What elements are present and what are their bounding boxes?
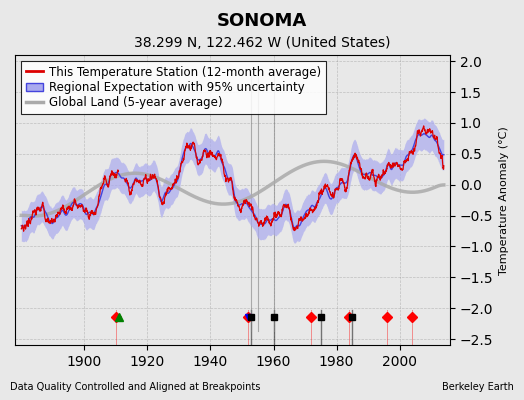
Legend: This Temperature Station (12-month average), Regional Expectation with 95% uncer: This Temperature Station (12-month avera… bbox=[21, 61, 326, 114]
Text: Data Quality Controlled and Aligned at Breakpoints: Data Quality Controlled and Aligned at B… bbox=[10, 382, 261, 392]
Text: Berkeley Earth: Berkeley Earth bbox=[442, 382, 514, 392]
Text: 38.299 N, 122.462 W (United States): 38.299 N, 122.462 W (United States) bbox=[134, 36, 390, 50]
Text: SONOMA: SONOMA bbox=[217, 12, 307, 30]
Y-axis label: Temperature Anomaly (°C): Temperature Anomaly (°C) bbox=[499, 126, 509, 274]
